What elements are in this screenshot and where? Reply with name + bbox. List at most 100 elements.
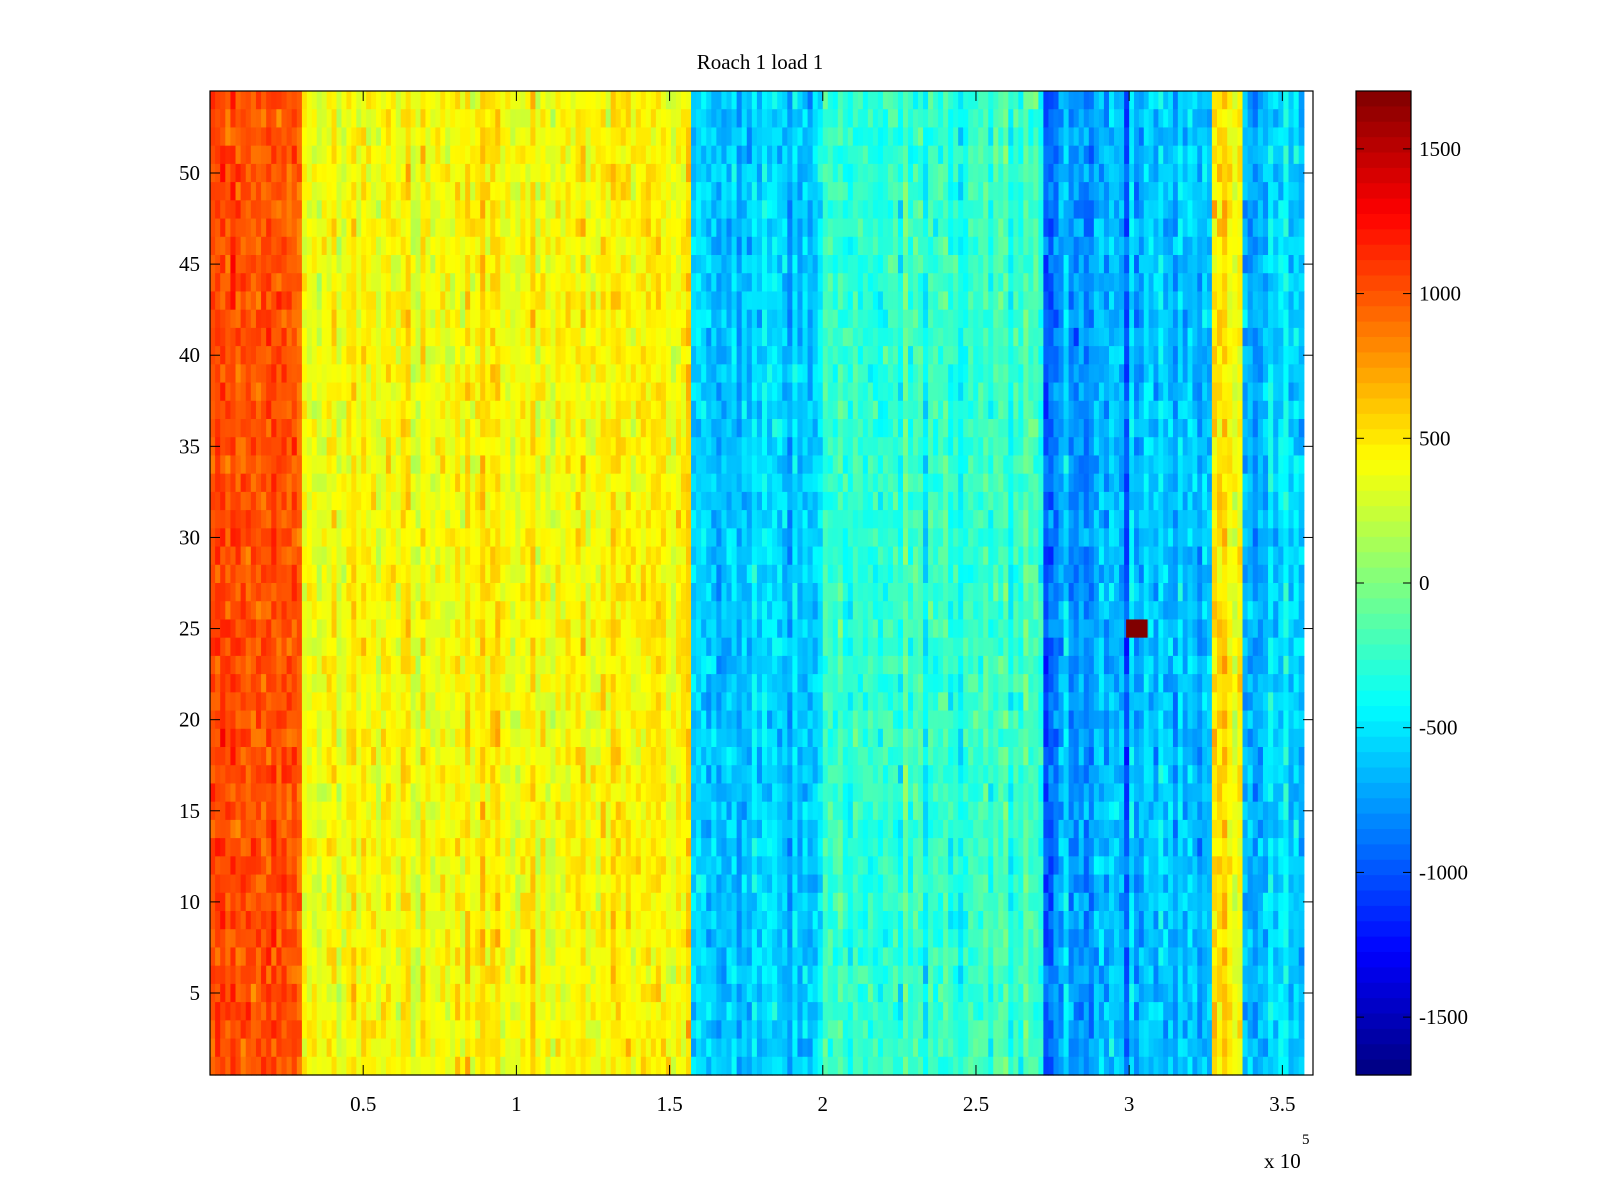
heatmap-cell (640, 218, 647, 238)
heatmap-cell (271, 455, 277, 475)
heatmap-cell (475, 236, 481, 256)
heatmap-cell (220, 510, 226, 529)
heatmap-cell (395, 765, 402, 785)
heatmap-cell (595, 346, 602, 365)
heatmap-cell (316, 801, 323, 821)
heatmap-cell (670, 109, 677, 129)
heatmap-cell (261, 182, 267, 201)
heatmap-cell (281, 473, 288, 493)
heatmap-cell (550, 783, 557, 803)
heatmap-cell (286, 218, 293, 238)
heatmap-cell (535, 309, 542, 329)
heatmap-cell (366, 619, 372, 639)
heatmap-cell (321, 291, 328, 311)
heatmap-cell (495, 801, 501, 821)
heatmap-cell (435, 674, 441, 693)
heatmap-cell (341, 947, 347, 967)
heatmap-cell (575, 127, 582, 147)
heatmap-cell (555, 200, 562, 220)
heatmap-cell (385, 674, 392, 693)
heatmap-cell (590, 911, 597, 930)
heatmap-cell (620, 109, 627, 129)
heatmap-cell (245, 874, 252, 894)
heatmap-cell (475, 765, 481, 785)
heatmap-cell (550, 200, 557, 220)
heatmap-cell (520, 601, 526, 621)
heatmap-cell (610, 637, 617, 657)
heatmap-cell (580, 801, 587, 821)
heatmap-cell (505, 819, 511, 839)
heatmap-cell (266, 874, 272, 894)
heatmap-cell (595, 200, 602, 220)
heatmap-cell (321, 491, 328, 511)
heatmap-cell (276, 1020, 283, 1040)
heatmap-cell (316, 874, 323, 894)
heatmap-cell (605, 236, 612, 256)
heatmap-cell (366, 728, 372, 748)
heatmap-cell (530, 309, 537, 329)
heatmap-cell (625, 1002, 632, 1021)
heatmap-cell (615, 874, 622, 894)
heatmap-cell (550, 819, 557, 839)
heatmap-cell (655, 182, 662, 201)
heatmap-cell (565, 1056, 572, 1076)
heatmap-cell (575, 109, 582, 129)
heatmap-cell (321, 473, 328, 493)
heatmap-cell (371, 674, 377, 693)
heatmap-cell (450, 182, 456, 201)
heatmap-cell (366, 674, 372, 693)
heatmap-cell (356, 218, 362, 238)
heatmap-cell (590, 528, 597, 548)
heatmap-cell (306, 200, 313, 220)
heatmap-cell (455, 291, 461, 311)
heatmap-cell (250, 1038, 257, 1058)
heatmap-cell (640, 109, 647, 129)
heatmap-cell (395, 892, 402, 912)
heatmap-cell (485, 419, 491, 438)
heatmap-cell (346, 801, 352, 821)
heatmap-cell (535, 1020, 542, 1040)
heatmap-cell (420, 546, 427, 566)
heatmap-cell (655, 637, 662, 657)
heatmap-cell (286, 728, 293, 748)
heatmap-cell (230, 1020, 237, 1040)
heatmap-cell (346, 564, 352, 584)
heatmap-cell (271, 601, 277, 621)
heatmap-cell (311, 437, 318, 457)
heatmap-cell (510, 1020, 516, 1040)
heatmap-cell (220, 346, 226, 365)
heatmap-cell (385, 892, 392, 912)
heatmap-cell (605, 911, 612, 930)
heatmap-cell (245, 710, 252, 730)
heatmap-cell (530, 437, 537, 457)
heatmap-cell (311, 419, 318, 438)
heatmap-cell (281, 856, 288, 876)
heatmap-cell (580, 747, 587, 766)
heatmap-cell (296, 583, 303, 602)
heatmap-cell (490, 619, 496, 639)
heatmap-cell (615, 473, 622, 493)
heatmap-cell (291, 145, 298, 165)
heatmap-cell (480, 819, 486, 839)
heatmap-cell (600, 491, 607, 511)
heatmap-cell (640, 783, 647, 803)
heatmap-cell (296, 655, 303, 675)
heatmap-cell (371, 819, 377, 839)
heatmap-cell (460, 437, 466, 457)
heatmap-cell (266, 655, 272, 675)
heatmap-cell (630, 564, 637, 584)
heatmap-cell (565, 838, 572, 857)
heatmap-cell (570, 710, 577, 730)
heatmap-cell (266, 309, 272, 329)
heatmap-cell (580, 710, 587, 730)
heatmap-cell (560, 400, 567, 420)
heatmap-cell (331, 983, 338, 1003)
heatmap-cell (485, 637, 491, 657)
heatmap-cell (530, 182, 537, 201)
heatmap-cell (250, 819, 257, 839)
heatmap-cell (620, 309, 627, 329)
heatmap-cell (520, 473, 526, 493)
heatmap-cell (610, 929, 617, 949)
heatmap-cell (430, 291, 436, 311)
heatmap-cell (376, 619, 382, 639)
